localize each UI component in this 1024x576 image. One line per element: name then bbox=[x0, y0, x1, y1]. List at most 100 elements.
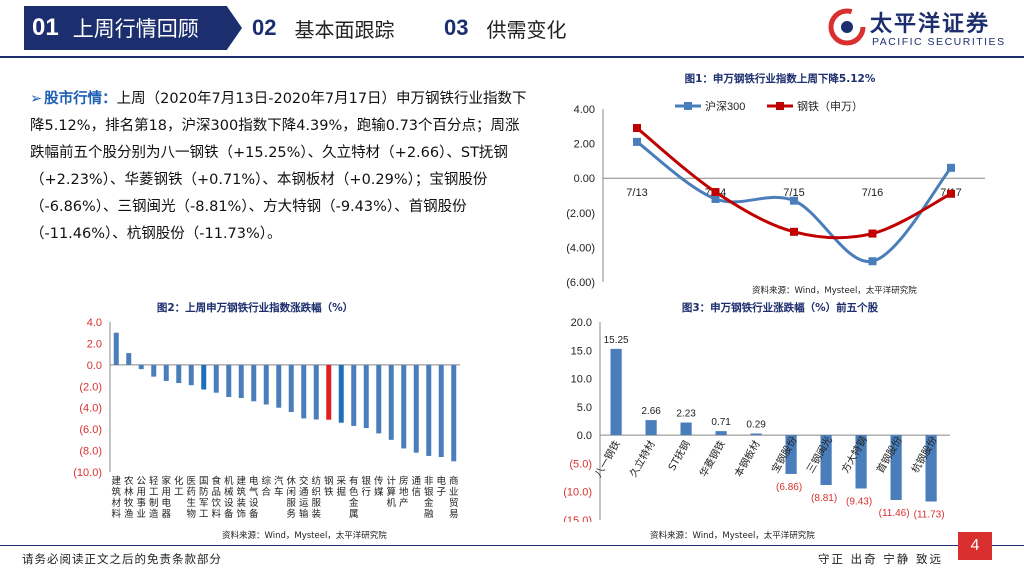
data-label: (11.73) bbox=[914, 510, 945, 521]
x-tick-label-char: 铁 bbox=[324, 486, 334, 498]
x-tick-label-char: 车 bbox=[274, 486, 284, 498]
x-tick-label-char: 有 bbox=[349, 475, 359, 487]
bar bbox=[113, 332, 119, 365]
x-tick-label-char: 行 bbox=[361, 486, 371, 498]
bar bbox=[451, 364, 457, 462]
x-tick-label: 本钢板材 bbox=[731, 438, 762, 479]
y-tick-label: (4.00) bbox=[566, 242, 595, 254]
bar bbox=[276, 364, 282, 408]
x-tick-label-char: 生 bbox=[186, 497, 196, 509]
y-tick-label: 20.0 bbox=[571, 317, 592, 329]
x-tick-label-char: 国 bbox=[199, 476, 209, 487]
x-tick-label-char: 军 bbox=[199, 498, 209, 509]
y-tick-label: (4.0) bbox=[79, 403, 102, 415]
bar bbox=[680, 422, 692, 436]
x-tick-label-char: 易 bbox=[449, 509, 459, 520]
company-motto: 守正 出奇 宁静 致远 bbox=[818, 552, 943, 566]
x-tick-label-char: 产 bbox=[399, 497, 409, 509]
x-tick-label-char: 金 bbox=[349, 497, 359, 509]
x-tick-label-char: 电 bbox=[161, 497, 171, 509]
bar bbox=[188, 364, 194, 386]
tab-supply-demand[interactable]: 03 供需变化 bbox=[444, 6, 566, 50]
x-tick-label-char: 机 bbox=[224, 475, 234, 487]
y-tick-label: 0.0 bbox=[577, 430, 592, 442]
x-tick-label-char: 电 bbox=[436, 475, 446, 487]
tab-market-review[interactable]: 01 上周行情回顾 bbox=[24, 6, 242, 50]
bar bbox=[338, 364, 344, 423]
bar bbox=[126, 353, 132, 365]
x-tick-label-char: 房 bbox=[399, 475, 409, 487]
data-point bbox=[868, 229, 877, 238]
bar bbox=[785, 435, 797, 474]
data-point bbox=[790, 196, 798, 205]
x-tick-label-char: 化 bbox=[174, 475, 184, 487]
bar bbox=[925, 435, 937, 502]
x-tick-label-char: 品 bbox=[211, 487, 221, 498]
y-tick-label: (10.0) bbox=[73, 467, 102, 479]
y-tick-label: (15.0) bbox=[563, 515, 592, 522]
x-tick-label-char: 非 bbox=[424, 475, 434, 487]
x-tick-label-char: 纺 bbox=[311, 475, 321, 487]
data-point bbox=[633, 137, 641, 146]
data-label: (9.43) bbox=[846, 496, 872, 507]
x-tick-label: 7/13 bbox=[626, 187, 647, 199]
bar bbox=[413, 364, 419, 453]
bar bbox=[890, 435, 902, 500]
x-tick-label-char: 子 bbox=[436, 487, 446, 498]
legend-label: 钢铁（申万） bbox=[797, 100, 863, 113]
y-tick-label: 2.00 bbox=[574, 139, 595, 151]
x-tick-label-char: 料 bbox=[211, 508, 221, 520]
company-logo: 太平洋证券 PACIFIC SECURITIES bbox=[828, 6, 1018, 52]
x-tick-label-char: 食 bbox=[211, 475, 221, 487]
x-tick-label-char: 织 bbox=[311, 486, 321, 498]
x-tick-label-char: 银 bbox=[361, 475, 371, 487]
series-line bbox=[636, 126, 952, 240]
y-tick-label: (8.0) bbox=[79, 446, 102, 458]
y-tick-label: (6.0) bbox=[79, 424, 102, 436]
data-label: (6.86) bbox=[776, 482, 802, 493]
bar bbox=[263, 364, 269, 405]
bar bbox=[213, 364, 219, 393]
chart3-title: 图3：申万钢铁行业涨跌幅（%）前五个股 bbox=[681, 302, 879, 314]
bar bbox=[645, 420, 657, 436]
line-chart: 4.002.000.00(2.00)(4.00)(6.00)7/137/147/… bbox=[566, 99, 985, 289]
bar bbox=[326, 364, 332, 420]
x-tick-label-char: 造 bbox=[149, 508, 159, 520]
x-tick-label-char: 贸 bbox=[449, 497, 459, 509]
x-tick-label-char: 通 bbox=[411, 476, 421, 487]
x-tick-label-char: 工 bbox=[149, 487, 159, 498]
chart1-title: 图1：申万钢铁行业指数上周下降5.12% bbox=[684, 73, 876, 85]
x-tick-label-char: 算 bbox=[386, 486, 396, 498]
legend-marker bbox=[776, 102, 784, 110]
y-tick-label: (2.00) bbox=[566, 208, 595, 220]
bar bbox=[363, 364, 369, 429]
x-tick-label-char: 农 bbox=[124, 475, 134, 487]
data-label: 2.66 bbox=[641, 406, 661, 417]
y-tick-label: 10.0 bbox=[571, 374, 592, 386]
x-tick-label: 7/15 bbox=[783, 187, 804, 199]
bar bbox=[715, 431, 727, 436]
x-tick-label-char: 闲 bbox=[286, 487, 296, 498]
y-tick-label: 2.0 bbox=[87, 338, 102, 350]
x-tick-label: 华菱钢铁 bbox=[696, 438, 727, 479]
bar bbox=[820, 435, 832, 485]
x-tick-label-char: 饮 bbox=[211, 497, 221, 509]
x-tick-label-char: 休 bbox=[286, 475, 296, 487]
x-tick-label-char: 地 bbox=[399, 486, 409, 498]
data-label: 2.23 bbox=[676, 409, 696, 420]
x-tick-label-char: 务 bbox=[286, 508, 296, 520]
x-tick-label: ST抚钢 bbox=[665, 438, 692, 473]
x-tick-label-char: 牧 bbox=[124, 497, 134, 509]
x-tick-label-char: 综 bbox=[261, 475, 271, 487]
x-tick-label-char: 械 bbox=[224, 486, 234, 498]
x-tick-label-char: 料 bbox=[111, 508, 121, 520]
x-tick-label-char: 设 bbox=[249, 498, 259, 509]
y-tick-label: (10.0) bbox=[563, 487, 592, 499]
y-tick-label: 4.00 bbox=[574, 104, 595, 116]
summary-text: 上周（2020年7月13日-2020年7月17日）申万钢铁行业指数下降5.12%… bbox=[30, 91, 527, 242]
data-label: 15.25 bbox=[604, 335, 629, 346]
tab-fundamentals[interactable]: 02 基本面跟踪 bbox=[252, 6, 394, 50]
chart2-title: 图2：上周申万钢铁行业指数涨跌幅（%） bbox=[156, 302, 354, 314]
x-tick-label-char: 运 bbox=[299, 498, 309, 509]
